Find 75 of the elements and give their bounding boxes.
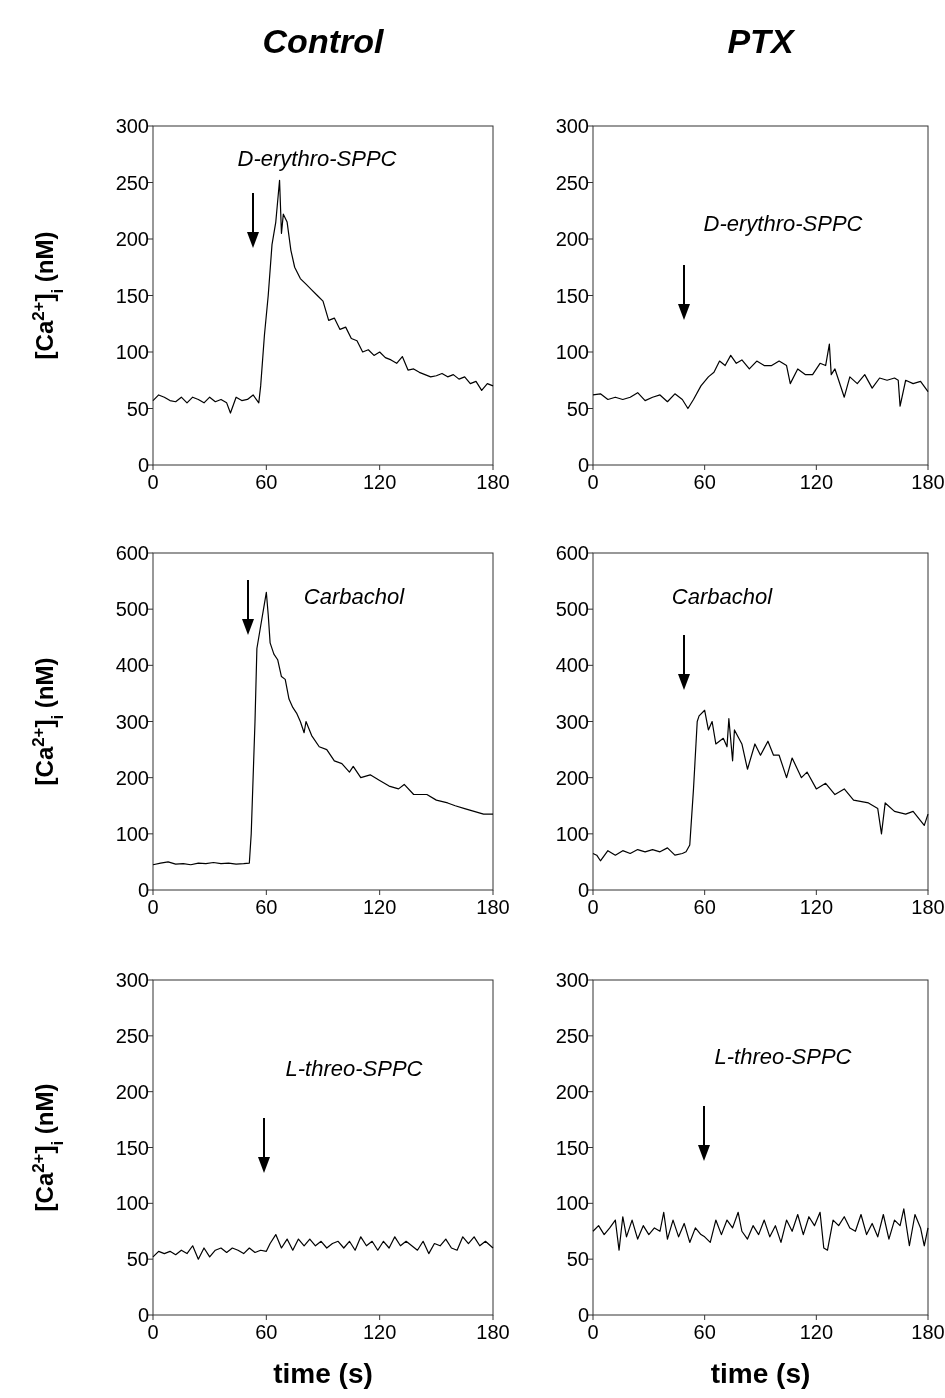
y-tick-label: 0 bbox=[577, 879, 589, 901]
y-tick-label: 300 bbox=[115, 115, 149, 137]
line-series bbox=[592, 1208, 929, 1251]
annotation: L-threo-SPPC bbox=[285, 1055, 423, 1081]
x-tick-label: 120 bbox=[362, 471, 397, 493]
y-tick-label: 300 bbox=[555, 115, 589, 137]
x-tick-label: 180 bbox=[476, 1321, 510, 1343]
line-series bbox=[152, 1234, 494, 1260]
x-tick-label: 60 bbox=[693, 896, 716, 918]
y-tick-label: 100 bbox=[555, 1192, 589, 1215]
y-tick-label: 200 bbox=[115, 766, 149, 789]
y-tick-label: 150 bbox=[115, 1136, 149, 1159]
y-tick-label: 100 bbox=[555, 341, 589, 363]
y-tick-label: 150 bbox=[555, 1136, 589, 1159]
y-tick-label: 0 bbox=[577, 454, 589, 476]
y-tick-label: 500 bbox=[555, 598, 589, 621]
x-tick-label: 60 bbox=[693, 1321, 716, 1343]
x-tick-label: 180 bbox=[911, 896, 945, 918]
annotation: D-erythro-SPPC bbox=[237, 145, 397, 171]
y-tick-label: 600 bbox=[555, 542, 589, 564]
x-tick-label: 120 bbox=[362, 896, 397, 918]
y-tick-label: 400 bbox=[555, 654, 589, 677]
y-tick-label: 100 bbox=[115, 822, 149, 845]
x-tick-label: 180 bbox=[911, 1321, 945, 1343]
y-tick-label: 50 bbox=[566, 1248, 589, 1271]
y-tick-label: 250 bbox=[115, 1024, 149, 1047]
x-tick-label: 180 bbox=[476, 471, 510, 493]
y-tick-label: 100 bbox=[115, 341, 149, 363]
y-tick-label: 300 bbox=[115, 969, 149, 991]
y-tick-label: 200 bbox=[555, 228, 589, 250]
x-axis-title: time (s) bbox=[710, 1358, 811, 1389]
y-tick-label: 200 bbox=[115, 1080, 149, 1103]
x-tick-label: 120 bbox=[799, 896, 834, 918]
x-tick-label: 60 bbox=[255, 1321, 278, 1343]
line-series bbox=[592, 343, 929, 410]
y-tick-label: 200 bbox=[555, 766, 589, 789]
y-tick-label: 50 bbox=[566, 397, 589, 420]
x-tick-label: 60 bbox=[255, 896, 278, 918]
x-tick-label: 60 bbox=[255, 471, 278, 493]
line-series bbox=[152, 179, 494, 414]
y-tick-label: 100 bbox=[555, 822, 589, 845]
annotation: Carbachol bbox=[303, 583, 406, 609]
y-tick-label: 250 bbox=[555, 171, 589, 194]
annotation: L-threo-SPPC bbox=[714, 1043, 852, 1069]
x-tick-label: 120 bbox=[799, 1321, 834, 1343]
y-tick-label: 300 bbox=[555, 969, 589, 991]
y-tick-label: 500 bbox=[115, 598, 149, 621]
y-tick-label: 600 bbox=[115, 542, 149, 564]
x-tick-label: 180 bbox=[911, 471, 945, 493]
chart-title: PTX bbox=[727, 22, 796, 60]
y-tick-label: 0 bbox=[137, 1304, 149, 1326]
y-tick-label: 200 bbox=[555, 1080, 589, 1103]
annotation: Carbachol bbox=[671, 583, 774, 609]
y-tick-label: 50 bbox=[126, 397, 149, 420]
x-tick-label: 180 bbox=[476, 896, 510, 918]
y-tick-label: 150 bbox=[115, 284, 149, 307]
x-axis-title: time (s) bbox=[273, 1358, 373, 1389]
y-tick-label: 0 bbox=[137, 454, 149, 476]
y-tick-label: 300 bbox=[115, 710, 149, 733]
y-tick-label: 300 bbox=[555, 710, 589, 733]
y-tick-label: 0 bbox=[137, 879, 149, 901]
y-tick-label: 400 bbox=[115, 654, 149, 677]
y-tick-label: 0 bbox=[577, 1304, 589, 1326]
line-series bbox=[592, 709, 929, 862]
y-tick-label: 50 bbox=[126, 1248, 149, 1271]
x-tick-label: 120 bbox=[362, 1321, 397, 1343]
y-tick-label: 200 bbox=[115, 228, 149, 250]
y-tick-label: 150 bbox=[555, 284, 589, 307]
annotation: D-erythro-SPPC bbox=[703, 210, 863, 236]
y-tick-label: 250 bbox=[115, 171, 149, 194]
y-tick-label: 250 bbox=[555, 1024, 589, 1047]
x-tick-label: 60 bbox=[693, 471, 716, 493]
chart-title: Control bbox=[262, 22, 385, 60]
y-tick-label: 100 bbox=[115, 1192, 149, 1215]
x-tick-label: 120 bbox=[799, 471, 834, 493]
